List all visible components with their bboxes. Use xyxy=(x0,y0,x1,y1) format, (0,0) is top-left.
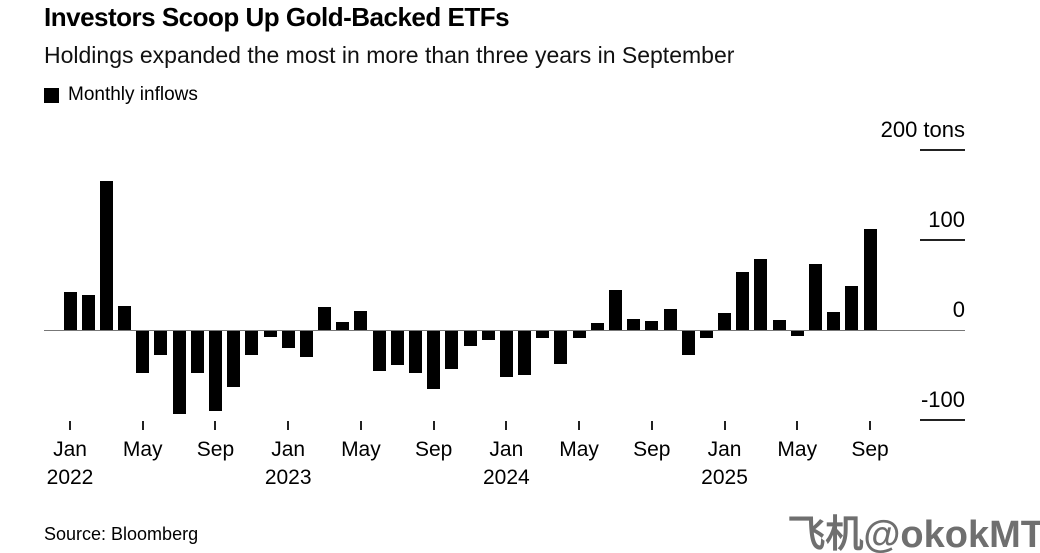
x-axis-year-label: 2025 xyxy=(701,466,748,489)
bar xyxy=(336,321,350,330)
bar xyxy=(372,331,386,371)
bar xyxy=(608,290,622,330)
x-axis-tick xyxy=(505,421,508,430)
bar xyxy=(427,331,441,389)
bar xyxy=(863,229,877,330)
x-axis-year-label: 2022 xyxy=(46,466,94,489)
x-axis-tick xyxy=(359,421,362,430)
legend: Monthly inflows xyxy=(44,84,198,106)
bar xyxy=(481,331,495,340)
x-axis-month-label: Sep xyxy=(851,438,889,461)
bar xyxy=(390,331,404,366)
bar xyxy=(572,331,586,339)
x-axis-month-label: May xyxy=(122,438,163,461)
bar xyxy=(190,331,204,374)
bar xyxy=(227,331,241,387)
x-axis-month-label: Jan xyxy=(271,438,306,461)
watermark: 飞机@okokMT xyxy=(787,514,1040,553)
x-axis-year-label: 2024 xyxy=(483,466,530,489)
bar xyxy=(790,331,804,336)
bar xyxy=(118,305,132,330)
bar xyxy=(99,180,113,330)
bar xyxy=(808,264,822,330)
x-axis-month-label: Sep xyxy=(414,438,453,461)
x-axis-baseline xyxy=(44,330,965,331)
chart-subtitle: Holdings expanded the most in more than … xyxy=(44,42,735,68)
bar xyxy=(736,272,750,330)
bar xyxy=(208,331,222,412)
bar xyxy=(445,331,459,369)
bar xyxy=(281,331,295,349)
y-axis-label: 100 xyxy=(928,207,965,232)
bar xyxy=(318,306,332,330)
y-axis-label: -100 xyxy=(920,387,965,412)
bar xyxy=(172,331,186,414)
bar xyxy=(590,322,604,330)
bar xyxy=(245,331,259,356)
x-axis-year-label: 2023 xyxy=(264,466,312,489)
bar xyxy=(263,331,277,338)
bar xyxy=(699,331,713,339)
x-axis-tick xyxy=(723,421,726,430)
x-axis-tick xyxy=(869,421,871,430)
bar xyxy=(354,311,368,330)
bar xyxy=(299,331,313,358)
legend-swatch-icon xyxy=(44,87,59,103)
x-axis-tick xyxy=(141,421,144,430)
x-axis-month-label: Sep xyxy=(633,438,671,461)
x-axis-month-label: May xyxy=(559,438,599,461)
x-axis-tick xyxy=(578,421,581,430)
x-axis-month-label: May xyxy=(777,438,818,461)
bar xyxy=(754,258,768,330)
bar xyxy=(663,309,677,330)
bar xyxy=(136,331,150,374)
bar xyxy=(645,321,659,330)
x-axis-tick xyxy=(287,421,290,430)
bar xyxy=(554,331,568,365)
x-axis-month-label: Jan xyxy=(489,438,524,461)
bar xyxy=(499,331,513,377)
bar xyxy=(81,294,95,330)
bar xyxy=(63,292,77,330)
bar xyxy=(827,312,841,330)
x-axis-tick xyxy=(650,421,653,430)
legend-label: Monthly inflows xyxy=(68,84,198,105)
y-axis-tick xyxy=(920,239,965,241)
bar xyxy=(845,285,859,330)
bar xyxy=(681,331,695,356)
x-axis-tick xyxy=(214,421,217,430)
x-axis-month-label: Jan xyxy=(707,438,742,461)
bar xyxy=(408,331,422,374)
bar xyxy=(463,331,477,347)
x-axis-month-label: May xyxy=(341,438,381,461)
y-axis-label: 0 xyxy=(952,297,965,322)
bar xyxy=(518,331,532,376)
x-axis-month-label: Jan xyxy=(53,438,87,461)
bar xyxy=(154,331,168,356)
source-note: Source: Bloomberg xyxy=(44,524,199,544)
x-axis-tick xyxy=(69,421,71,430)
bar xyxy=(536,331,550,339)
chart-title: Investors Scoop Up Gold-Backed ETFs xyxy=(44,2,510,32)
bar xyxy=(718,312,732,330)
bar xyxy=(627,319,641,330)
y-axis-label: 200 tons xyxy=(880,117,965,142)
y-axis-tick xyxy=(920,149,965,151)
x-axis-tick xyxy=(796,421,799,430)
x-axis-month-label: Sep xyxy=(196,438,235,461)
bar xyxy=(772,320,786,330)
x-axis-tick xyxy=(432,421,435,430)
y-axis-tick xyxy=(920,419,965,421)
